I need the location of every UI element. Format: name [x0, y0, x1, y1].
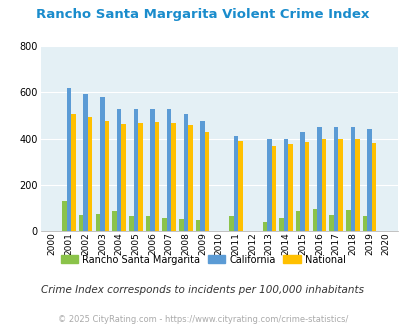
Bar [188, 125, 192, 231]
Bar [262, 222, 266, 231]
Bar [371, 143, 375, 231]
Bar [100, 97, 104, 231]
Legend: Rancho Santa Margarita, California, National: Rancho Santa Margarita, California, Nati… [56, 251, 349, 269]
Bar [183, 115, 188, 231]
Bar [362, 216, 367, 231]
Bar [238, 141, 242, 231]
Bar [83, 94, 88, 231]
Bar [304, 142, 309, 231]
Bar [345, 210, 350, 231]
Bar [62, 201, 66, 231]
Bar [283, 139, 288, 231]
Bar [117, 109, 121, 231]
Bar [300, 132, 304, 231]
Bar [171, 123, 175, 231]
Bar [312, 209, 316, 231]
Bar [150, 109, 154, 231]
Bar [133, 109, 138, 231]
Bar [233, 136, 238, 231]
Bar [195, 220, 200, 231]
Text: Crime Index corresponds to incidents per 100,000 inhabitants: Crime Index corresponds to incidents per… [41, 285, 364, 295]
Bar [350, 127, 354, 231]
Bar [354, 139, 359, 231]
Bar [204, 132, 209, 231]
Text: © 2025 CityRating.com - https://www.cityrating.com/crime-statistics/: © 2025 CityRating.com - https://www.city… [58, 315, 347, 324]
Bar [66, 88, 71, 231]
Bar [71, 115, 76, 231]
Bar [228, 216, 233, 231]
Bar [95, 214, 100, 231]
Bar [88, 117, 92, 231]
Bar [200, 121, 204, 231]
Bar [316, 127, 321, 231]
Bar [321, 139, 325, 231]
Bar [333, 127, 337, 231]
Bar [337, 139, 342, 231]
Bar [328, 215, 333, 231]
Bar [288, 144, 292, 231]
Text: Rancho Santa Margarita Violent Crime Index: Rancho Santa Margarita Violent Crime Ind… [36, 8, 369, 21]
Bar [104, 121, 109, 231]
Bar [79, 215, 83, 231]
Bar [112, 211, 117, 231]
Bar [279, 217, 283, 231]
Bar [271, 146, 275, 231]
Bar [145, 216, 150, 231]
Bar [129, 216, 133, 231]
Bar [166, 109, 171, 231]
Bar [162, 218, 166, 231]
Bar [154, 121, 159, 231]
Bar [179, 219, 183, 231]
Bar [138, 123, 142, 231]
Bar [266, 139, 271, 231]
Bar [295, 211, 300, 231]
Bar [121, 124, 126, 231]
Bar [367, 129, 371, 231]
